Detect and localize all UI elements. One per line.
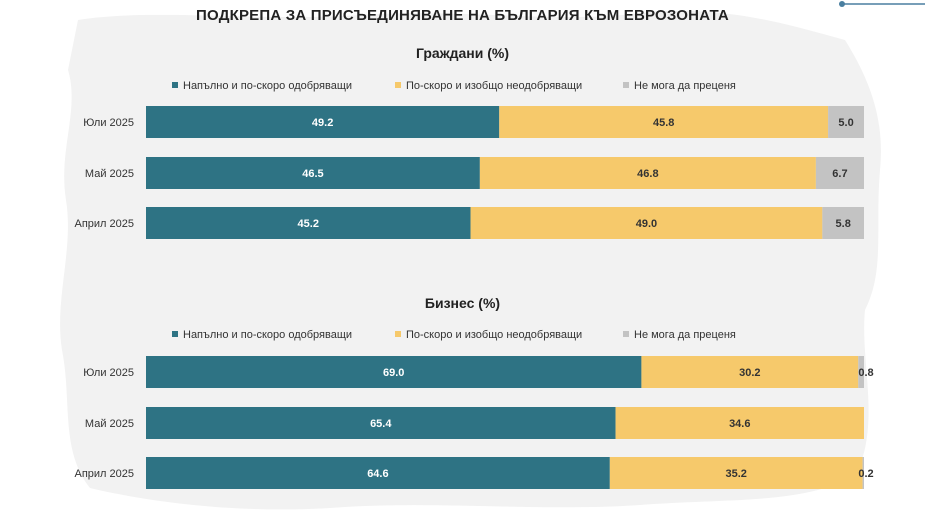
stacked-bar-chart-citizens: Юли 2025 49.2 45.8 5.0 Май 2025 46.5 46.8 6.7 Ап… [74, 106, 864, 239]
corner-accent-line [839, 1, 925, 7]
bar-segment [499, 106, 829, 138]
legend-swatch-disapprove [395, 331, 401, 337]
stacked-bar-chart-business: Юли 2025 69.0 30.2 0.8 Май 2025 65.4 34.6 Април… [74, 356, 874, 489]
legend-swatch-approve [172, 82, 178, 88]
category-label: Април 2025 [74, 218, 134, 230]
legend-item-disapprove: По-скоро и изобщо неодобряващи [395, 329, 582, 341]
legend-swatch-cannot-judge [623, 82, 629, 88]
chart-title-citizens: Граждани (%) [415, 45, 510, 61]
data-label: 46.8 [637, 168, 658, 180]
legend-item-approve: Напълно и по-скоро одобряващи [172, 80, 352, 92]
data-label: 0.2 [858, 468, 873, 480]
legend-label-cannot-judge: Не мога да преценя [634, 80, 736, 92]
legend-item-disapprove: По-скоро и изобщо неодобряващи [395, 80, 582, 92]
category-label: Май 2025 [85, 418, 134, 430]
legend-swatch-disapprove [395, 82, 401, 88]
legend-label-disapprove: По-скоро и изобщо неодобряващи [406, 329, 583, 341]
data-label: 35.2 [725, 468, 746, 480]
data-label: 65.4 [370, 418, 392, 430]
category-label: Юли 2025 [83, 117, 134, 129]
legend-item-approve: Напълно и по-скоро одобряващи [172, 329, 352, 341]
legend-business: Напълно и по-скоро одобряващи По-скоро и… [0, 329, 925, 343]
bar-segment [146, 457, 610, 489]
category-label: Юли 2025 [83, 367, 134, 379]
data-label: 5.0 [838, 117, 853, 129]
bar-segment [641, 356, 859, 388]
bar-segment [858, 356, 864, 388]
bar-segment [146, 356, 642, 388]
main-title: ПОДКРЕПА ЗА ПРИСЪЕДИНЯВАНЕ НА БЪЛГАРИЯ К… [196, 7, 729, 24]
category-label: Април 2025 [74, 468, 134, 480]
chart-title-business: Бизнес (%) [424, 295, 501, 311]
data-label: 6.7 [832, 168, 847, 180]
bar-segment [470, 207, 823, 239]
category-label: Май 2025 [85, 168, 134, 180]
legend-label-approve: Напълно и по-скоро одобряващи [183, 329, 353, 341]
bar-segment [146, 407, 616, 439]
data-label: 45.8 [653, 117, 674, 129]
data-label: 5.8 [836, 218, 851, 230]
data-label: 69.0 [383, 367, 404, 379]
legend-swatch-cannot-judge [623, 331, 629, 337]
legend-label-disapprove: По-скоро и изобщо неодобряващи [406, 80, 583, 92]
legend-item-cannot-judge: Не мога да преценя [623, 329, 736, 341]
bar-segment [146, 157, 480, 189]
data-label: 49.2 [312, 117, 333, 129]
data-label: 64.6 [367, 468, 388, 480]
bar-segment [479, 157, 816, 189]
bar-segment [828, 106, 864, 138]
data-label: 49.0 [636, 218, 657, 230]
data-label: 0.8 [858, 367, 873, 379]
legend-item-cannot-judge: Не мога да преценя [623, 80, 736, 92]
legend-citizens: Напълно и по-скоро одобряващи По-скоро и… [0, 80, 925, 94]
bar-segment [609, 457, 863, 489]
bar-segment [146, 106, 500, 138]
bar-segment [822, 207, 864, 239]
bar-segment [615, 407, 864, 439]
data-label: 34.6 [729, 418, 750, 430]
bar-segment [815, 157, 864, 189]
data-label: 30.2 [739, 367, 760, 379]
legend-swatch-approve [172, 331, 178, 337]
legend-label-cannot-judge: Не мога да преценя [634, 329, 736, 341]
data-label: 46.5 [302, 168, 323, 180]
bar-segment [862, 457, 864, 489]
legend-label-approve: Напълно и по-скоро одобряващи [183, 80, 353, 92]
data-label: 45.2 [298, 218, 319, 230]
bar-segment [146, 207, 471, 239]
